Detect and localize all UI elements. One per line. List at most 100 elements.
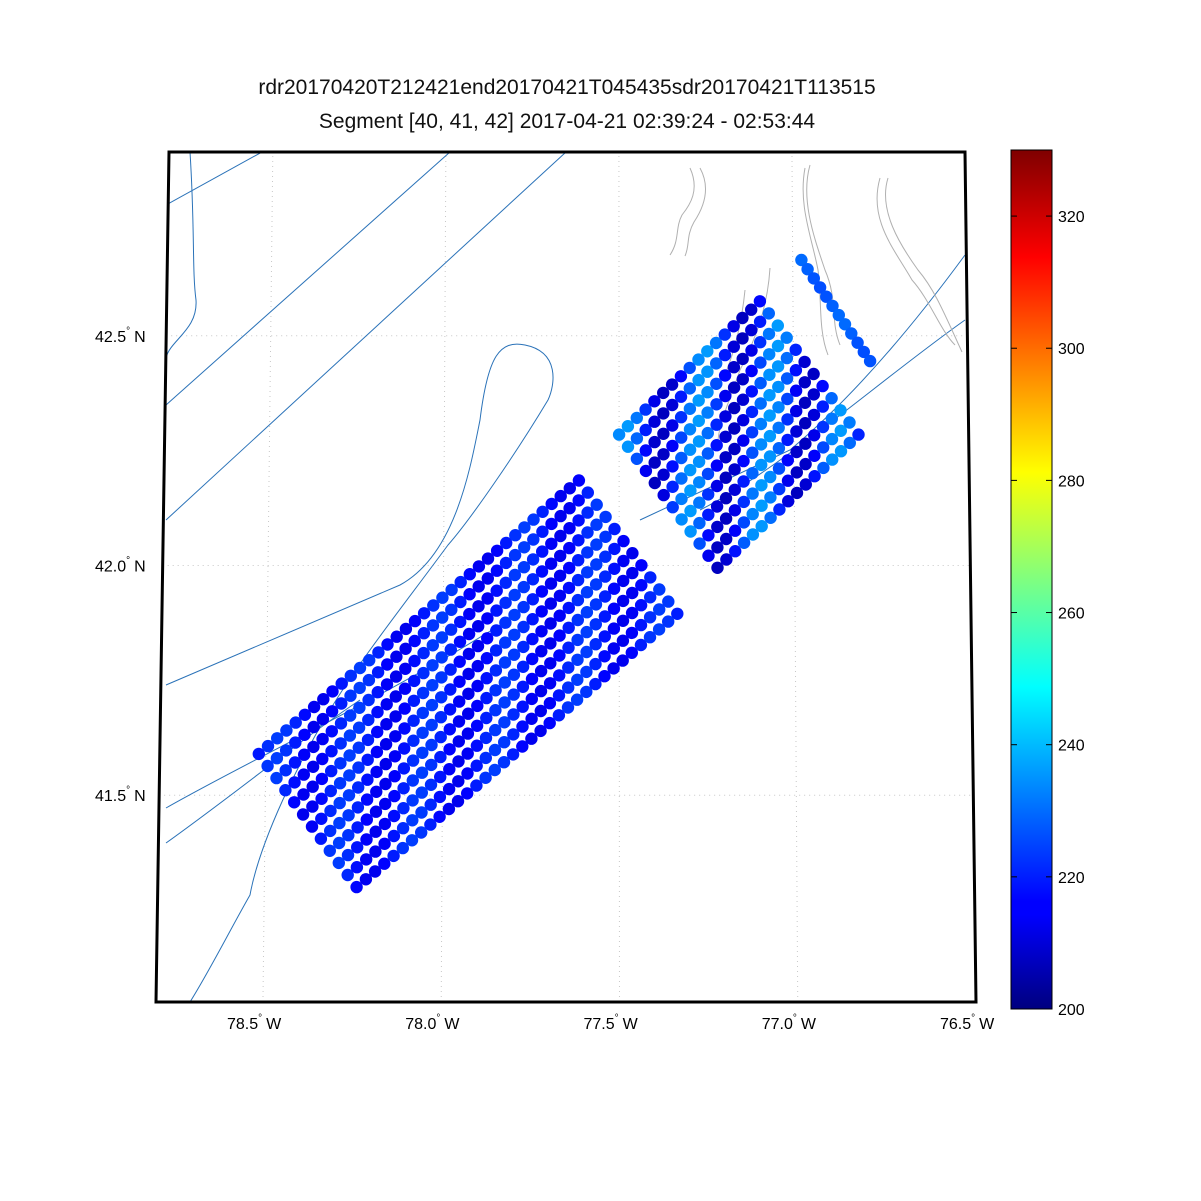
- brightness-point: [368, 865, 382, 878]
- brightness-point: [710, 500, 724, 513]
- brightness-point: [782, 495, 795, 508]
- brightness-point: [789, 364, 803, 377]
- brightness-point: [657, 427, 670, 440]
- brightness-point: [799, 437, 812, 450]
- brightness-point: [755, 499, 768, 512]
- brightness-point: [808, 429, 821, 442]
- brightness-point: [489, 644, 503, 657]
- brightness-point: [608, 542, 621, 556]
- brightness-point: [589, 578, 603, 591]
- brightness-point: [639, 423, 652, 437]
- brightness-point: [635, 579, 648, 592]
- brightness-point: [270, 771, 283, 785]
- brightness-point: [454, 575, 467, 589]
- brightness-point: [607, 662, 620, 675]
- brightness-point: [517, 561, 531, 574]
- brightness-point: [335, 697, 348, 710]
- brightness-point: [436, 591, 449, 604]
- brightness-point: [630, 452, 644, 465]
- brightness-point: [490, 564, 504, 577]
- brightness-point: [554, 489, 567, 503]
- brightness-point: [388, 750, 402, 763]
- brightness-point: [745, 364, 758, 378]
- brightness-point: [452, 715, 466, 728]
- brightness-point: [334, 757, 347, 770]
- brightness-point: [598, 590, 612, 603]
- brightness-point: [544, 657, 557, 670]
- brightness-point: [390, 650, 403, 663]
- brightness-point: [745, 426, 759, 439]
- brightness-point: [607, 642, 620, 655]
- brightness-point: [461, 747, 474, 760]
- meridian-line: [791, 151, 799, 1003]
- brightness-point: [789, 343, 802, 356]
- brightness-point: [807, 367, 820, 381]
- brightness-point: [315, 772, 329, 786]
- brightness-point: [635, 559, 648, 572]
- brightness-point: [479, 731, 493, 745]
- brightness-point: [353, 661, 367, 675]
- brightness-point: [378, 837, 391, 850]
- brightness-point: [702, 488, 715, 501]
- brightness-point: [425, 738, 438, 752]
- brightness-point: [580, 645, 593, 659]
- brightness-point: [626, 566, 639, 580]
- brightness-point: [498, 656, 512, 669]
- brightness-point: [728, 401, 741, 415]
- brightness-point: [436, 611, 449, 624]
- brightness-point: [372, 646, 385, 659]
- brightness-point: [535, 585, 549, 598]
- brightness-point: [444, 623, 458, 636]
- brightness-point: [399, 662, 412, 675]
- brightness-point: [801, 263, 814, 276]
- brightness-point: [710, 439, 723, 452]
- brightness-point: [360, 833, 373, 846]
- brightness-point: [461, 767, 474, 780]
- brightness-point: [653, 583, 666, 596]
- brightness-point: [443, 723, 456, 736]
- brightness-point: [710, 398, 723, 411]
- brightness-point: [683, 423, 697, 436]
- brightness-point: [693, 516, 706, 530]
- brightness-point: [490, 544, 504, 557]
- brightness-point: [753, 315, 767, 328]
- brightness-point: [425, 718, 438, 732]
- brightness-point: [692, 455, 706, 468]
- brightness-point: [405, 834, 419, 847]
- lake-shoreline: [885, 177, 963, 353]
- brightness-point: [589, 677, 602, 691]
- brightness-point: [398, 702, 411, 715]
- brightness-point: [764, 470, 777, 484]
- brightness-point: [452, 735, 465, 748]
- brightness-point: [737, 495, 750, 509]
- brightness-point: [616, 614, 630, 627]
- brightness-point: [648, 456, 661, 469]
- brightness-point: [417, 607, 431, 620]
- latitude-labels: 41.5° N 42.0° N 42.5° N: [95, 326, 146, 805]
- brightness-point: [666, 419, 679, 432]
- brightness-point: [790, 445, 803, 459]
- brightness-point: [571, 653, 584, 666]
- brightness-point: [616, 634, 630, 647]
- colorbar-tick-label: 200: [1058, 1002, 1085, 1019]
- brightness-point: [471, 679, 484, 693]
- brightness-point: [675, 472, 688, 485]
- brightness-point: [462, 667, 475, 681]
- brightness-point: [657, 386, 670, 400]
- brightness-point: [416, 686, 430, 700]
- brightness-point: [634, 618, 648, 632]
- brightness-point: [710, 357, 723, 370]
- brightness-point: [426, 679, 439, 692]
- brightness-point: [489, 684, 502, 697]
- brightness-point: [508, 588, 521, 602]
- colorbar-tick-label: 280: [1058, 473, 1085, 490]
- brightness-point: [443, 763, 456, 776]
- brightness-point: [544, 597, 557, 610]
- brightness-point: [571, 573, 585, 587]
- brightness-point: [325, 725, 338, 738]
- brightness-point: [666, 439, 679, 453]
- brightness-point: [417, 646, 430, 660]
- brightness-point: [580, 586, 594, 599]
- brightness-point: [648, 395, 661, 408]
- brightness-point: [454, 595, 467, 609]
